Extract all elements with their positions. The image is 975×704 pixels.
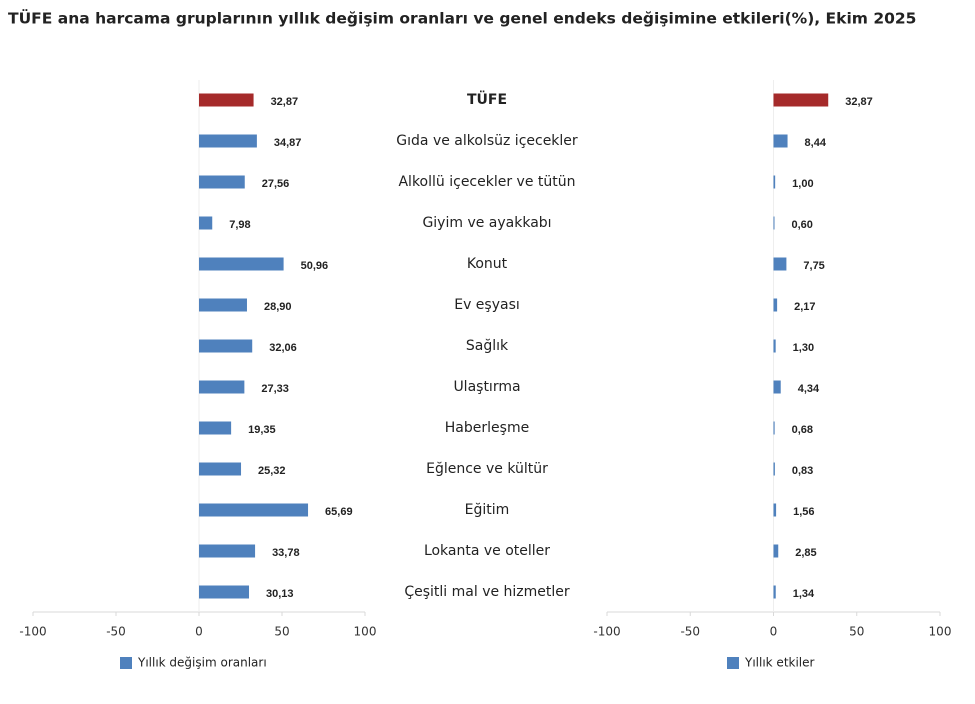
- category-label: Eğlence ve kültür: [426, 461, 548, 477]
- bar: [773, 257, 787, 271]
- value-label: 25,32: [258, 465, 286, 477]
- bar: [773, 544, 779, 558]
- x-tick-label: -100: [593, 625, 620, 639]
- x-tick-label: 100: [929, 625, 952, 639]
- value-label: 1,00: [792, 178, 813, 190]
- x-tick-label: 100: [354, 625, 377, 639]
- x-tick-label: 0: [195, 625, 203, 639]
- bar: [773, 175, 776, 189]
- bar: [773, 93, 829, 107]
- x-tick-label: 50: [274, 625, 289, 639]
- category-label: Çeşitli mal ve hizmetler: [404, 584, 570, 600]
- value-label: 7,75: [803, 260, 824, 272]
- category-label: Konut: [467, 256, 508, 272]
- bar: [199, 134, 257, 148]
- value-label: 27,56: [262, 178, 290, 190]
- category-label: Ev eşyası: [454, 297, 520, 313]
- value-label: 1,56: [793, 506, 814, 518]
- category-label: Haberleşme: [445, 420, 529, 436]
- value-label: 2,17: [794, 301, 815, 313]
- value-label: 33,78: [272, 547, 300, 559]
- chart-title: TÜFE ana harcama gruplarının yıllık deği…: [8, 9, 916, 28]
- bar: [773, 421, 775, 435]
- bar: [199, 175, 245, 189]
- value-label: 27,33: [261, 383, 289, 395]
- value-label: 2,85: [795, 547, 816, 559]
- legend-swatch: [120, 657, 132, 669]
- bar: [773, 298, 778, 312]
- category-label: Sağlık: [466, 338, 509, 354]
- value-label: 30,13: [266, 588, 294, 600]
- category-label: Alkollü içecekler ve tütün: [398, 174, 575, 190]
- value-label: 34,87: [274, 137, 302, 149]
- bar: [773, 339, 776, 353]
- bar: [199, 257, 284, 271]
- value-label: 65,69: [325, 506, 353, 518]
- value-label: 7,98: [229, 219, 250, 231]
- category-label: TÜFE: [467, 90, 507, 108]
- bar: [773, 380, 781, 394]
- category-label: Giyim ve ayakkabı: [422, 215, 551, 231]
- legend-swatch: [727, 657, 739, 669]
- category-label: Lokanta ve oteller: [424, 543, 550, 559]
- x-tick-label: -50: [680, 625, 700, 639]
- legend-label: Yıllık etkiler: [744, 656, 815, 670]
- value-label: 32,06: [269, 342, 297, 354]
- x-tick-label: -100: [19, 625, 46, 639]
- bar: [773, 585, 776, 599]
- bar: [199, 585, 250, 599]
- value-label: 19,35: [248, 424, 276, 436]
- value-label: 4,34: [798, 383, 820, 395]
- value-label: 0,60: [791, 219, 812, 231]
- value-label: 32,87: [845, 96, 873, 108]
- category-label: Eğitim: [465, 502, 510, 518]
- value-label: 50,96: [301, 260, 329, 272]
- value-label: 8,44: [805, 137, 827, 149]
- x-tick-label: 0: [770, 625, 778, 639]
- bar: [199, 421, 232, 435]
- bar: [199, 544, 256, 558]
- value-label: 32,87: [271, 96, 299, 108]
- bar: [199, 503, 309, 517]
- x-tick-label: -50: [106, 625, 126, 639]
- x-tick-label: 50: [849, 625, 864, 639]
- legend-label: Yıllık değişim oranları: [137, 656, 267, 670]
- value-label: 28,90: [264, 301, 292, 313]
- category-label: Gıda ve alkolsüz içecekler: [396, 133, 578, 149]
- bar: [773, 134, 788, 148]
- value-label: 1,34: [793, 588, 815, 600]
- bar: [199, 216, 213, 230]
- bar: [199, 380, 245, 394]
- bar: [199, 462, 242, 476]
- bar: [773, 216, 775, 230]
- value-label: 1,30: [793, 342, 814, 354]
- value-label: 0,83: [792, 465, 813, 477]
- bar: [199, 93, 254, 107]
- bar: [773, 503, 777, 517]
- category-label: Ulaştırma: [453, 379, 520, 395]
- bar: [199, 339, 253, 353]
- bar: [773, 462, 775, 476]
- value-label: 0,68: [792, 424, 813, 436]
- bar: [199, 298, 247, 312]
